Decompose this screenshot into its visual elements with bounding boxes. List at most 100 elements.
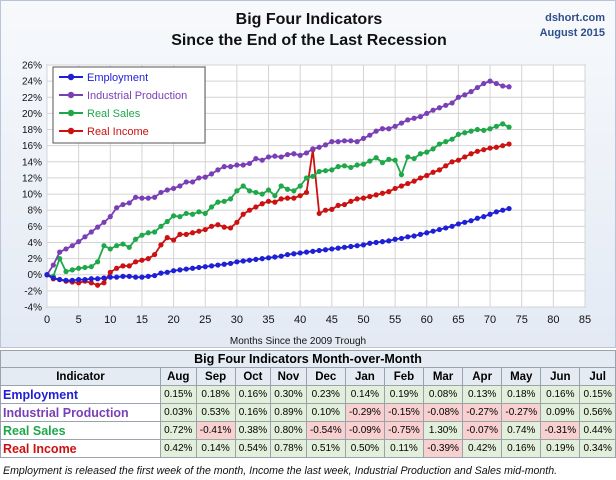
point-employment: [152, 272, 158, 279]
x-tick-label: 20: [167, 314, 179, 326]
point-real-sales: [133, 236, 139, 242]
point-real-sales: [221, 198, 227, 204]
y-tick-label: -2%: [24, 286, 42, 297]
point-real-sales: [152, 229, 158, 235]
y-tick-label: 12%: [22, 173, 42, 184]
point-industrial-production: [405, 117, 411, 123]
point-industrial-production: [386, 126, 392, 132]
point-industrial-production: [82, 234, 88, 240]
table-row: Industrial Production 0.03% 0.53% 0.16% 0.89…: [0, 403, 616, 422]
indicator-name: Real Income: [0, 439, 161, 458]
point-employment: [360, 242, 367, 248]
point-industrial-production: [392, 123, 398, 129]
legend-label-industrial-production: Industrial Production: [87, 90, 187, 102]
point-employment: [411, 233, 417, 239]
point-industrial-production: [398, 120, 405, 126]
point-employment: [63, 277, 69, 283]
point-real-income: [493, 144, 499, 150]
point-real-sales: [227, 196, 234, 202]
y-tick-label: 6%: [28, 222, 43, 233]
point-industrial-production: [278, 154, 284, 160]
point-industrial-production: [57, 249, 63, 255]
point-real-income: [246, 207, 253, 213]
point-real-income: [202, 226, 208, 233]
point-real-income: [474, 148, 480, 154]
point-industrial-production: [436, 105, 443, 111]
point-employment: [189, 265, 196, 271]
point-real-income: [189, 230, 196, 236]
point-employment: [506, 205, 512, 212]
value-cell: 0.34%: [579, 439, 616, 458]
x-tick-label: 85: [579, 314, 591, 326]
x-tick-label: 35: [262, 314, 274, 326]
point-industrial-production: [246, 160, 253, 167]
point-real-sales: [297, 183, 303, 189]
point-real-income: [265, 198, 272, 204]
point-real-sales: [265, 187, 272, 193]
point-industrial-production: [430, 107, 436, 113]
point-real-income: [196, 228, 202, 234]
point-industrial-production: [158, 189, 164, 196]
point-real-sales: [145, 230, 151, 236]
point-real-sales: [436, 141, 443, 147]
credit-date: August 2015: [539, 27, 605, 39]
point-real-income: [417, 175, 424, 181]
point-employment: [120, 273, 126, 279]
value-cell: 0.80%: [270, 421, 307, 440]
point-real-sales: [354, 162, 360, 168]
point-industrial-production: [240, 162, 246, 168]
value-cell: 0.16%: [540, 385, 581, 404]
point-industrial-production: [373, 128, 379, 134]
point-real-sales: [468, 128, 474, 134]
point-industrial-production: [196, 175, 202, 181]
point-industrial-production: [215, 167, 221, 173]
value-cell: 0.50%: [344, 439, 385, 458]
point-industrial-production: [107, 214, 113, 220]
legend-label-real-income: Real Income: [87, 126, 149, 138]
point-employment: [322, 247, 329, 253]
point-industrial-production: [145, 195, 151, 201]
point-real-sales: [493, 123, 499, 129]
point-employment: [126, 273, 132, 279]
point-industrial-production: [462, 92, 468, 98]
point-industrial-production: [95, 224, 101, 230]
point-industrial-production: [139, 195, 145, 201]
month-header: Jun: [540, 367, 581, 386]
point-real-income: [208, 223, 215, 229]
point-real-sales: [189, 211, 196, 217]
month-header: Oct: [234, 367, 272, 386]
point-real-income: [462, 154, 468, 160]
point-real-income: [133, 259, 139, 265]
point-real-sales: [411, 155, 417, 162]
y-tick-label: 2%: [28, 254, 43, 265]
point-real-sales: [246, 188, 253, 194]
value-cell: 0.18%: [501, 385, 542, 404]
point-real-sales: [284, 186, 291, 192]
point-real-sales: [101, 243, 107, 249]
point-employment: [133, 274, 139, 280]
point-employment: [430, 228, 436, 234]
value-cell: 0.42%: [462, 439, 503, 458]
value-cell: 0.18%: [195, 385, 236, 404]
point-employment: [253, 256, 259, 263]
value-cell: -0.15%: [383, 403, 425, 422]
point-real-income: [348, 198, 354, 204]
point-real-income: [291, 195, 297, 201]
value-cell: -0.07%: [462, 421, 503, 440]
y-tick-label: 8%: [28, 206, 43, 217]
value-cell: -0.54%: [305, 421, 346, 440]
point-real-income: [107, 269, 113, 275]
legend-label-real-sales: Real Sales: [87, 108, 141, 120]
point-industrial-production: [455, 94, 462, 100]
chart-panel: Big Four Indicators Since the End of the…: [0, 0, 616, 348]
point-industrial-production: [487, 78, 493, 84]
point-real-sales: [310, 173, 316, 179]
point-employment: [88, 276, 94, 282]
point-employment: [164, 269, 170, 275]
point-real-income: [158, 242, 164, 248]
month-header: Mar: [423, 367, 464, 386]
x-tick-label: 65: [452, 314, 464, 326]
point-employment: [95, 276, 101, 282]
point-real-sales: [392, 157, 398, 163]
point-employment: [348, 243, 354, 250]
